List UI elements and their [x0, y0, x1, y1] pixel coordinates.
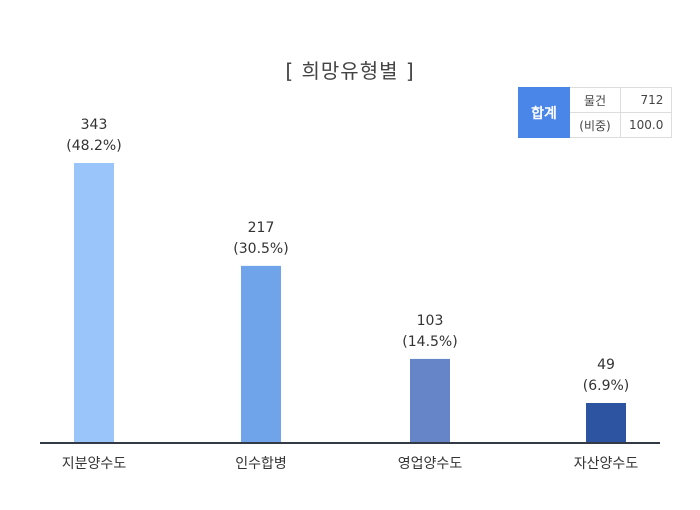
summary-header: 합계 — [518, 87, 570, 138]
percent-label: (6.9%) — [583, 378, 630, 394]
value-label: 217 — [248, 220, 275, 236]
percent-label: (30.5%) — [233, 241, 288, 257]
category-label: 인수합병 — [235, 456, 287, 472]
summary-value: 712 — [619, 87, 673, 113]
bar-1 — [74, 163, 114, 443]
summary-value: 100.0 — [619, 112, 673, 138]
category-label: 영업양수도 — [398, 456, 463, 472]
bar-4 — [586, 403, 626, 443]
bar-2 — [241, 265, 281, 443]
chart-title: [ 희망유형별 ] — [285, 59, 415, 83]
value-label: 343 — [81, 117, 108, 133]
value-label: 103 — [417, 313, 444, 329]
category-label: 자산양수도 — [574, 456, 639, 472]
summary-table: 합계 물건 712 (비중) 100.0 — [518, 87, 673, 138]
percent-label: (14.5%) — [402, 334, 457, 350]
summary-row: 합계 물건 712 — [518, 87, 673, 138]
category-label: 지분양수도 — [62, 456, 127, 472]
value-label: 49 — [597, 357, 615, 373]
percent-label: (48.2%) — [66, 138, 121, 154]
summary-row: (비중) 100.0 — [519, 112, 673, 138]
bar-3 — [410, 358, 450, 443]
